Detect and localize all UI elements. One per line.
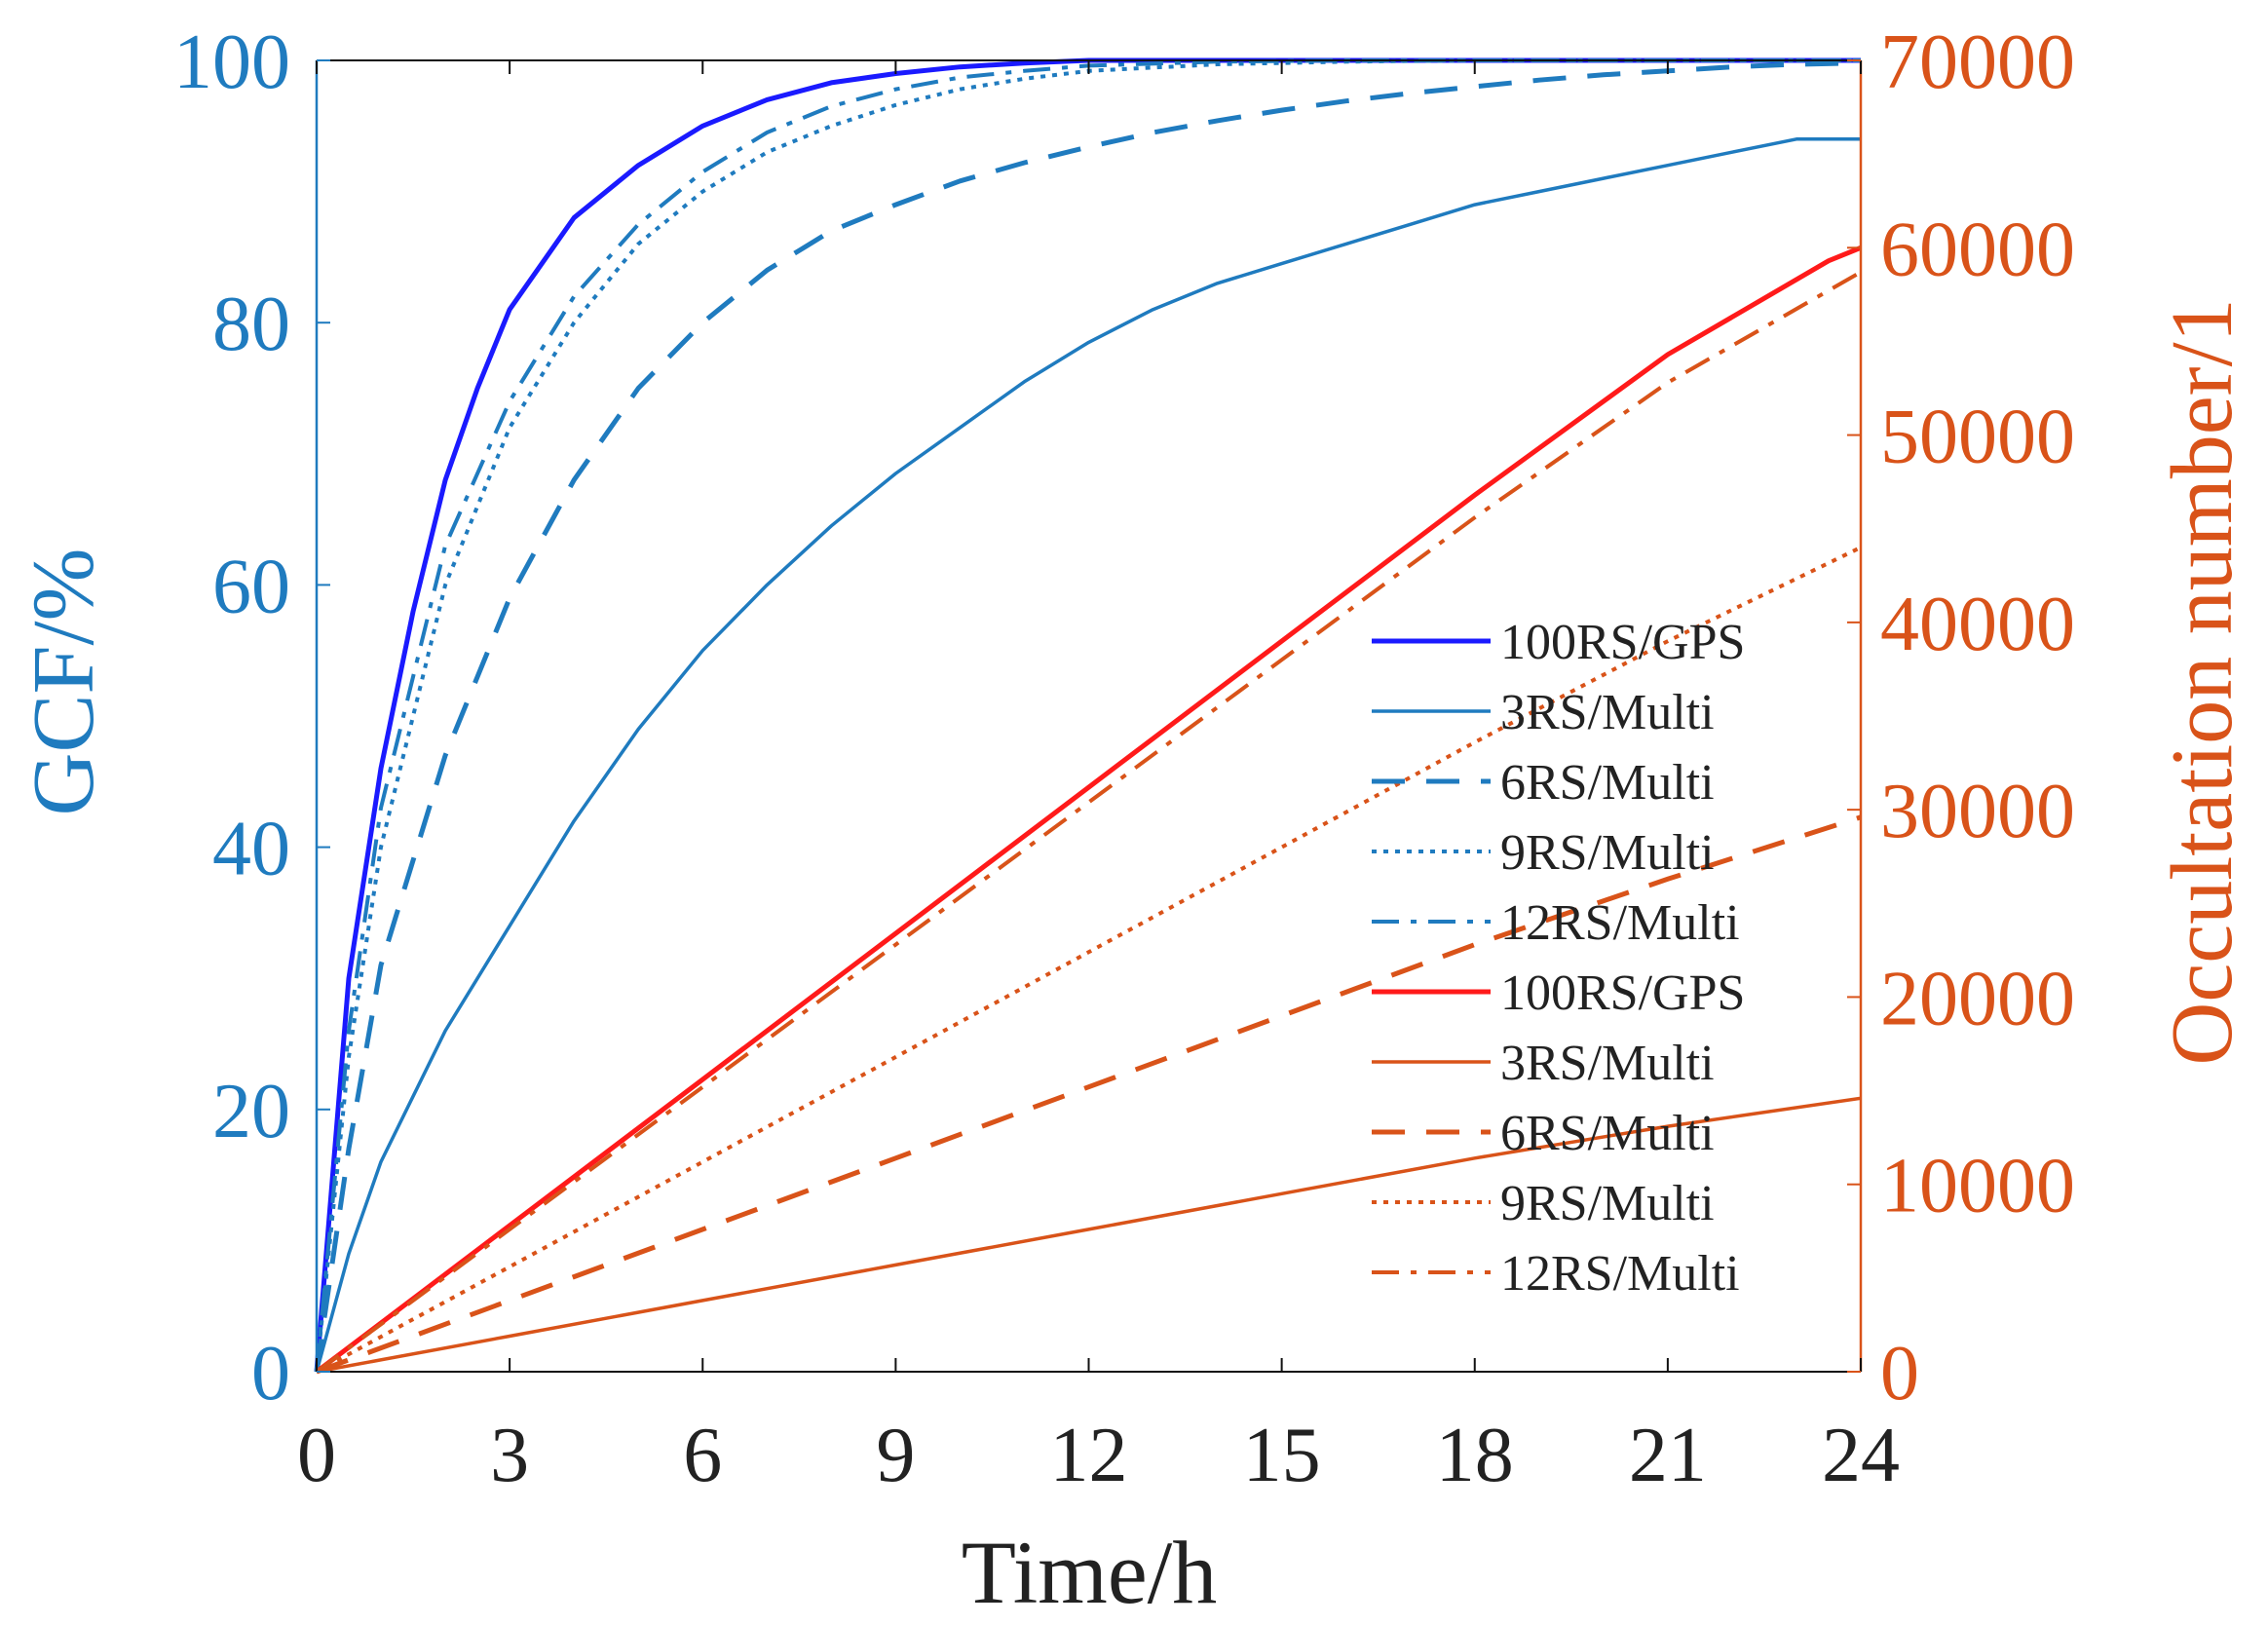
series-line-occultation-12rs-multi [315,270,1862,1374]
legend-label: 3RS/Multi [1500,685,1715,740]
x-tick-label: 9 [876,1413,915,1498]
series-line-gcf-6rs-multi [314,60,1862,1373]
series-line-occultation-9rs-multi [316,546,1862,1374]
y-tick-label-left: 80 [212,282,290,367]
y-tick-label-right: 30000 [1880,769,2075,854]
x-tick-label: 3 [490,1413,529,1498]
y-tick-label-right: 50000 [1880,395,2075,480]
x-tick-label: 6 [683,1413,722,1498]
series-line-gcf-12rs-multi [315,58,1861,1373]
x-tick-label: 15 [1243,1413,1321,1498]
legend-label: 12RS/Multi [1500,1246,1740,1302]
series-line-gcf-3rs-multi [315,137,1861,1373]
axes-layer: 0 3 6 9 12 15 18 21 2402040608010001000020000300… [173,19,2075,1498]
y-tick-label-right: 0 [1880,1331,1919,1417]
legend-label: 100RS/GPS [1500,615,1745,670]
x-axis-label: Time/h [962,1523,1217,1622]
legend-label: 3RS/Multi [1500,1036,1715,1091]
legend-label: 6RS/Multi [1500,1106,1715,1161]
legend-label: 9RS/Multi [1500,1176,1715,1231]
y-tick-label-right: 70000 [1880,19,2075,105]
series-line-occultation-3rs-multi [316,1096,1862,1374]
y-tick-label-left: 40 [212,807,290,892]
y-tick-label-right: 10000 [1880,1144,2075,1229]
y-tick-label-right: 40000 [1880,582,2075,667]
y-tick-label-right: 60000 [1880,207,2075,292]
x-tick-label: 12 [1050,1413,1128,1498]
y-tick-label-left: 60 [212,544,290,629]
legend-label: 9RS/Multi [1500,825,1715,881]
y-tick-label-right: 20000 [1880,956,2075,1041]
series-line-occultation-6rs-multi [316,814,1862,1375]
y-tick-label-left: 100 [173,19,290,105]
y-axis-label-right: Occultation number/1 [2154,298,2250,1065]
x-tick-label: 18 [1436,1413,1514,1498]
x-tick-label: 0 [297,1413,336,1498]
y-tick-label-left: 20 [212,1069,290,1154]
series-line-occultation-100rs-gps [315,245,1862,1374]
legend-label: 6RS/Multi [1500,755,1715,811]
x-tick-label: 21 [1629,1413,1707,1498]
x-tick-label: 24 [1822,1413,1900,1498]
y-axis-label-left: GCF/% [16,548,112,815]
y-tick-label-left: 0 [251,1331,290,1417]
legend-label: 12RS/Multi [1500,895,1740,951]
legend-label: 100RS/GPS [1500,965,1745,1021]
legend: 100RS/GPS 3RS/Multi 6RS/Multi 9RS/Multi 12RS… [1372,615,1745,1302]
